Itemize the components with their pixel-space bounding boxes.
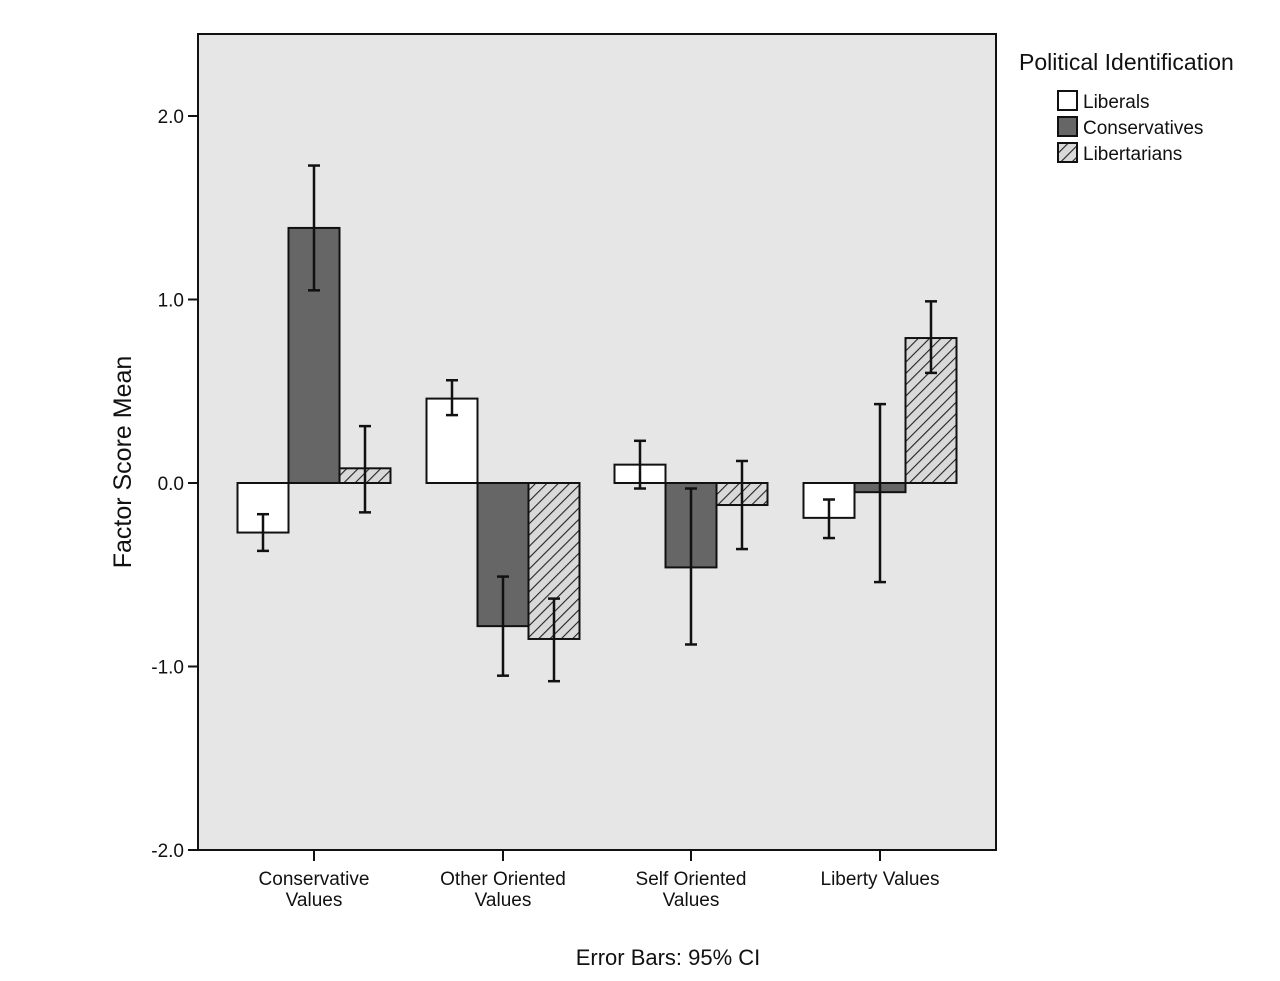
y-axis-title: Factor Score Mean (109, 356, 137, 569)
legend-title: Political Identification (1019, 49, 1234, 75)
y-tick-label-0: -2.0 (151, 841, 184, 862)
y-tick-label-4: 2.0 (158, 107, 184, 128)
error-bars-layer (257, 164, 937, 683)
x-tick-label-1-0: Other Oriented (440, 869, 566, 890)
x-tick-label-0-0: Conservative (259, 869, 370, 890)
legend-label-liberals: Liberals (1083, 92, 1150, 113)
legend-swatch-liberals (1057, 90, 1078, 111)
x-tick-label-2-0: Self Oriented (636, 869, 747, 890)
y-tick-label-1: -1.0 (151, 658, 184, 679)
footnote: Error Bars: 95% CI (576, 945, 761, 970)
legend: Political Identification Liberals Conserva… (1019, 49, 1234, 165)
plot-frame (197, 33, 997, 851)
x-tick-label-2-1: Values (663, 890, 720, 911)
x-tick-label-1-1: Values (475, 890, 532, 911)
x-tick-label-3-0: Liberty Values (821, 869, 940, 890)
y-tick-label-2: 0.0 (158, 474, 184, 495)
legend-swatch-libertarians (1057, 142, 1078, 163)
y-axis: -2.0 -1.0 0.0 1.0 2.0 (151, 107, 198, 862)
legend-swatch-conservatives (1057, 116, 1078, 137)
legend-label-libertarians: Libertarians (1083, 144, 1182, 165)
y-tick-label-3: 1.0 (158, 291, 184, 312)
x-tick-label-0-1: Values (286, 890, 343, 911)
legend-label-conservatives: Conservatives (1083, 118, 1203, 139)
